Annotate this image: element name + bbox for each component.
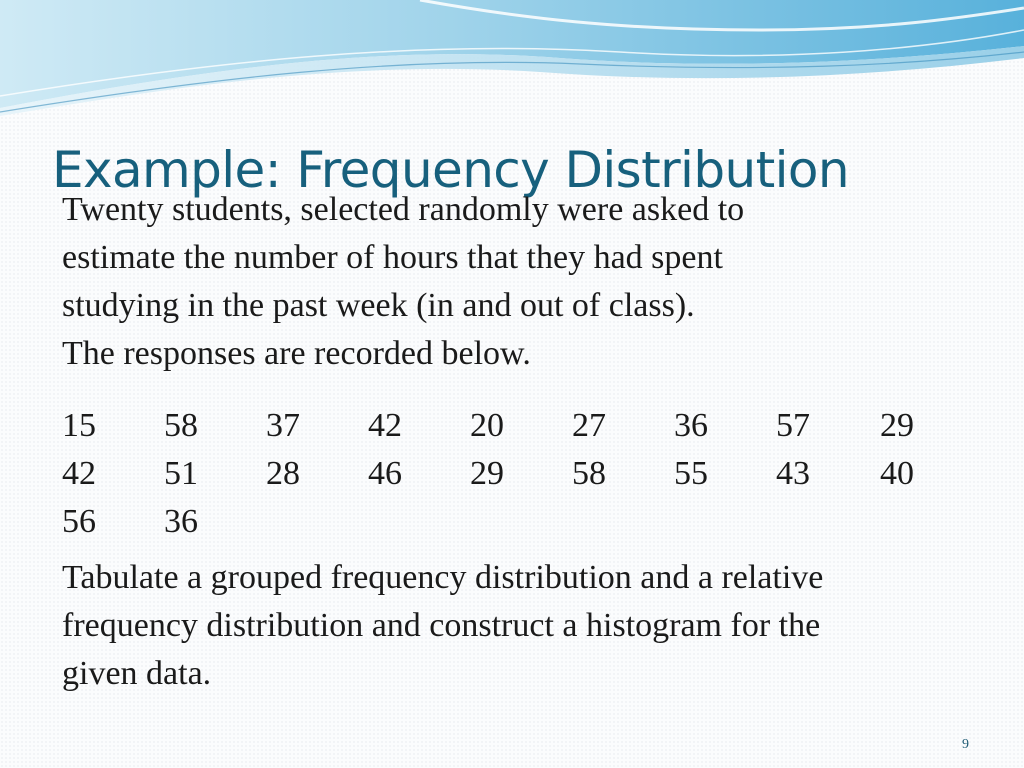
task-paragraph: Tabulate a grouped frequency distributio… <box>62 554 982 698</box>
slide-title: Example: Frequency Distribution <box>52 141 850 199</box>
intro-paragraph: Twenty students, selected randomly were … <box>62 186 982 378</box>
intro-line: estimate the number of hours that they h… <box>62 239 723 276</box>
data-value: 15 <box>62 407 96 444</box>
data-value: 51 <box>164 455 198 492</box>
intro-line: Twenty students, selected randomly were … <box>62 191 745 228</box>
task-line: given data. <box>62 655 212 692</box>
data-value: 37 <box>266 407 300 444</box>
intro-line: The responses are recorded below. <box>62 335 531 372</box>
data-value: 57 <box>776 407 810 444</box>
data-value: 58 <box>164 407 198 444</box>
data-value: 40 <box>880 455 914 492</box>
data-value: 43 <box>776 455 810 492</box>
data-value: 58 <box>572 455 606 492</box>
data-value: 36 <box>674 407 708 444</box>
intro-line: studying in the past week (in and out of… <box>62 287 695 324</box>
data-value: 46 <box>368 455 402 492</box>
data-value: 29 <box>470 455 504 492</box>
data-value: 55 <box>674 455 708 492</box>
data-value: 36 <box>164 503 198 540</box>
data-value: 42 <box>368 407 402 444</box>
task-line: Tabulate a grouped frequency distributio… <box>62 559 824 596</box>
data-value: 20 <box>470 407 504 444</box>
data-value: 56 <box>62 503 96 540</box>
data-value: 29 <box>880 407 914 444</box>
data-value: 28 <box>266 455 300 492</box>
page-number: 9 <box>962 737 969 752</box>
data-value: 42 <box>62 455 96 492</box>
decorative-header-wave <box>0 0 1024 116</box>
data-value: 27 <box>572 407 606 444</box>
task-line: frequency distribution and construct a h… <box>62 607 821 644</box>
